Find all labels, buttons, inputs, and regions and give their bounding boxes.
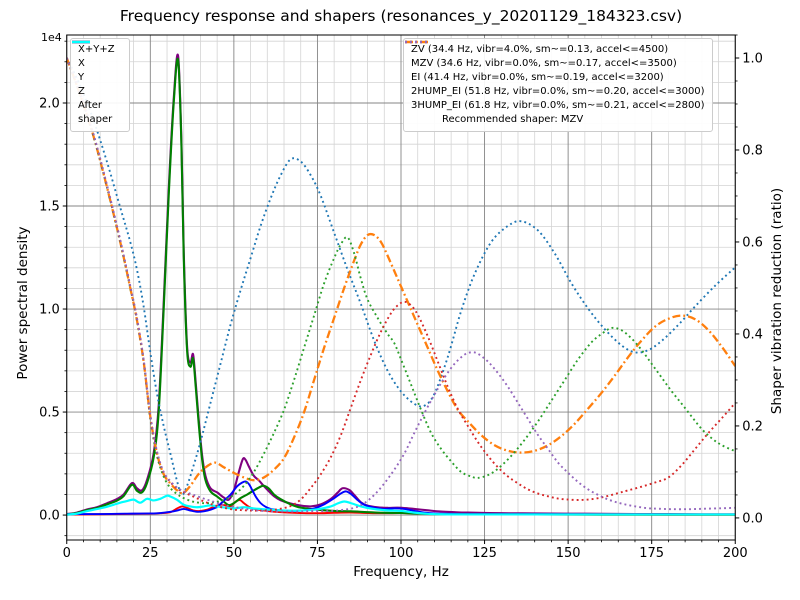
legend-label: X bbox=[78, 58, 85, 69]
y-right-tick-label: 0.8 bbox=[742, 143, 763, 158]
series-path-shaper-ei bbox=[66, 57, 736, 505]
x-axis-label: Frequency, Hz bbox=[353, 564, 449, 580]
x-tick-label: 25 bbox=[142, 546, 159, 561]
x-tick-label: 175 bbox=[639, 546, 664, 561]
y-right-tick-label: 0.6 bbox=[742, 235, 763, 250]
legend-label: 2HUMP_EI (51.8 Hz, vibr=0.0%, sm~=0.20, … bbox=[411, 86, 705, 97]
x-tick-label: 75 bbox=[309, 546, 326, 561]
y-axis-offset-label: 1e4 bbox=[41, 31, 62, 44]
legend-label: X+Y+Z bbox=[78, 44, 115, 55]
legend-label: MZV (34.6 Hz, vibr=0.0%, sm~=0.17, accel… bbox=[411, 58, 677, 69]
legend-psd: X+Y+Z X Y Z After shaper bbox=[70, 38, 130, 132]
y-left-tick-label: 1.5 bbox=[39, 200, 60, 215]
series-path-psd-y bbox=[66, 57, 736, 516]
x-tick-label: 100 bbox=[389, 546, 414, 561]
x-tick-label: 150 bbox=[556, 546, 581, 561]
series-path-shaper-zv bbox=[66, 57, 736, 496]
legend-label: EI (41.4 Hz, vibr=0.0%, sm~=0.19, accel<… bbox=[411, 72, 664, 83]
y-left-tick-label: 1.0 bbox=[39, 303, 60, 318]
legend-shapers: ZV (34.4 Hz, vibr=4.0%, sm~=0.13, accel<… bbox=[403, 38, 713, 132]
line-swatch-icon bbox=[72, 40, 90, 44]
series-path-shaper-2hump-ei bbox=[66, 57, 736, 512]
x-tick-label: 200 bbox=[723, 546, 748, 561]
legend-item: 3HUMP_EI (61.8 Hz, vibr=0.0%, sm~=0.21, … bbox=[405, 40, 705, 113]
y-right-tick-label: 0.2 bbox=[742, 419, 763, 434]
y-left-tick-label: 0.0 bbox=[39, 509, 60, 524]
series-path-shaper-3hump-ei bbox=[66, 57, 736, 513]
y-axis-label-left: Power spectral density bbox=[15, 226, 31, 380]
x-tick-label: 125 bbox=[472, 546, 497, 561]
legend-label: 3HUMP_EI (61.8 Hz, vibr=0.0%, sm~=0.21, … bbox=[411, 100, 705, 111]
legend-item: EI (41.4 Hz, vibr=0.0%, sm~=0.19, accel<… bbox=[405, 40, 705, 85]
legend-item: Z bbox=[72, 40, 122, 99]
x-tick-label: 0 bbox=[63, 546, 71, 561]
dotted-line-swatch-icon bbox=[405, 40, 428, 44]
y-left-tick-label: 0.5 bbox=[39, 406, 60, 421]
legend-label: Z bbox=[78, 86, 85, 97]
y-right-tick-label: 0.4 bbox=[742, 327, 763, 342]
legend-label: After shaper bbox=[78, 100, 113, 125]
legend-label: ZV (34.4 Hz, vibr=4.0%, sm~=0.13, accel<… bbox=[411, 44, 669, 55]
legend-item: ZV (34.4 Hz, vibr=4.0%, sm~=0.13, accel<… bbox=[405, 40, 705, 57]
legend-item: Y bbox=[72, 40, 122, 85]
legend-footer: Recommended shaper: MZV bbox=[442, 114, 584, 125]
legend-item: After shaper bbox=[72, 40, 122, 127]
legend-label: Y bbox=[78, 72, 85, 83]
y-right-tick-label: 1.0 bbox=[742, 51, 763, 66]
x-tick-label: 50 bbox=[226, 546, 243, 561]
legend-item: MZV (34.6 Hz, vibr=0.0%, sm~=0.17, accel… bbox=[405, 40, 705, 71]
y-right-tick-label: 0.0 bbox=[742, 511, 763, 526]
chart-title: Frequency response and shapers (resonanc… bbox=[119, 7, 683, 25]
legend-item: X bbox=[72, 40, 122, 71]
legend-item: X+Y+Z bbox=[72, 40, 122, 57]
y-left-tick-label: 2.0 bbox=[39, 96, 60, 111]
y-axis-label-right: Shaper vibration reduction (ratio) bbox=[769, 187, 785, 415]
series-path-shaper-mzv bbox=[66, 57, 736, 495]
legend-item: 2HUMP_EI (51.8 Hz, vibr=0.0%, sm~=0.20, … bbox=[405, 40, 705, 99]
